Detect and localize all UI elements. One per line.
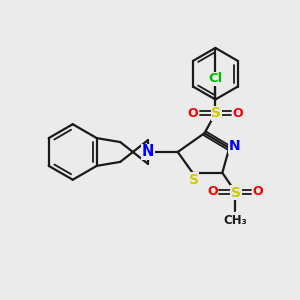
Text: O: O: [233, 107, 244, 120]
Text: O: O: [253, 185, 263, 198]
Text: S: S: [231, 186, 241, 200]
Text: S: S: [189, 173, 199, 187]
Text: N: N: [142, 145, 154, 160]
Text: O: O: [187, 107, 198, 120]
Text: O: O: [207, 185, 218, 198]
Text: S: S: [212, 106, 221, 120]
Text: N: N: [228, 139, 240, 153]
Text: CH₃: CH₃: [223, 214, 247, 227]
Text: Cl: Cl: [208, 72, 223, 85]
